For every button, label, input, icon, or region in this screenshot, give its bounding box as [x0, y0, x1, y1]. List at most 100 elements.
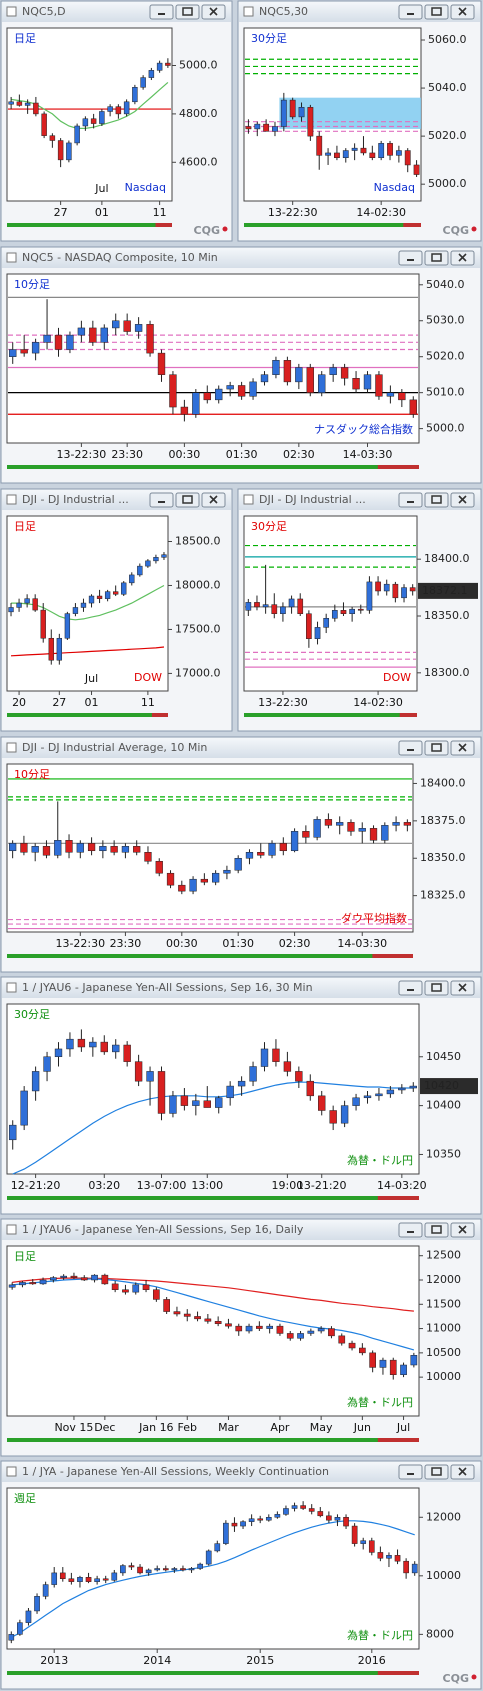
candle-body [96, 595, 103, 599]
candle-body [316, 135, 323, 156]
window-button[interactable] [398, 250, 423, 266]
candle-body [8, 101, 14, 105]
chart-window: 1 / JYAU6 - Japanese Yen-All Sessions, S… [0, 976, 482, 1215]
candle-body [90, 118, 97, 124]
session-strip-end [377, 465, 419, 469]
candle-body [266, 1325, 273, 1329]
candle-body [394, 1555, 401, 1562]
minimize-glyph [407, 749, 414, 751]
candle-body [173, 1311, 181, 1315]
candle-body [80, 1277, 88, 1281]
minimize-glyph [407, 1231, 414, 1233]
candle-body [65, 840, 73, 853]
candle-body [85, 1577, 92, 1582]
session-strip [7, 1671, 419, 1675]
candle-body [66, 334, 74, 350]
candle-body [234, 857, 242, 871]
window-button[interactable] [175, 492, 200, 508]
candle-body [48, 637, 54, 661]
window-button[interactable] [424, 492, 449, 508]
candle-body [153, 1289, 160, 1300]
candle-body [302, 831, 310, 838]
window-title: 1 / JYAU6 - Japanese Yen-All Sessions, S… [22, 981, 313, 994]
session-strip-end [372, 954, 413, 958]
candle-body [351, 147, 358, 151]
candle-body [25, 1610, 32, 1623]
candle-body [134, 324, 143, 332]
candle-body [72, 607, 79, 614]
window-button[interactable] [424, 250, 449, 266]
candle-body [42, 846, 51, 856]
window-button[interactable] [424, 1222, 449, 1238]
timeframe-label: 10分足 [14, 768, 50, 781]
window-button[interactable] [398, 1464, 423, 1480]
candle-body [183, 1313, 191, 1317]
window-button[interactable] [398, 4, 423, 20]
candle-body [383, 583, 390, 592]
timeframe-label: 日足 [14, 520, 36, 533]
candle-body [34, 1596, 40, 1612]
candle-body [111, 1572, 118, 1581]
timeframe-label: 30分足 [14, 1008, 50, 1021]
window-button[interactable] [398, 492, 423, 508]
candle-body [148, 70, 155, 78]
candle-body [359, 1347, 366, 1354]
window-button[interactable] [424, 4, 449, 20]
source-label: 為替・ドル円 [347, 1153, 413, 1167]
x-tick-label: Jun [353, 1421, 371, 1434]
candle-body [121, 846, 130, 853]
title-bar [2, 738, 480, 758]
cqg-logo: CQG [443, 1672, 469, 1685]
candle-body [180, 1095, 189, 1106]
window-button[interactable] [149, 492, 174, 508]
maximize-glyph [431, 1225, 442, 1234]
source-label: 為替・ドル円 [347, 1628, 413, 1642]
candle-body [43, 1056, 51, 1072]
window-button[interactable] [424, 740, 449, 756]
x-tick-label: 13-22:30 [55, 937, 105, 950]
candle-body [331, 610, 338, 619]
candle-body [162, 1568, 169, 1571]
candle-body [297, 598, 304, 614]
candle-body [318, 1095, 326, 1111]
candle-body [245, 1325, 253, 1332]
candle-body [64, 613, 71, 639]
session-strip [7, 1196, 419, 1200]
window-button[interactable] [398, 1222, 423, 1238]
candle-body [381, 825, 389, 841]
candle-body [300, 1505, 306, 1509]
y-tick-label: 8000 [426, 1627, 454, 1640]
candle-body [340, 367, 349, 379]
candle-body [205, 1550, 212, 1565]
window-button[interactable] [175, 4, 200, 20]
last-price: 18372.1 [422, 584, 468, 597]
candle-body [99, 846, 107, 852]
candle-body [351, 1525, 358, 1544]
timeframe-label: 日足 [14, 1250, 36, 1263]
window-button[interactable] [424, 1464, 449, 1480]
candle-body [410, 1355, 418, 1366]
window-button[interactable] [424, 980, 449, 996]
window-button[interactable] [398, 740, 423, 756]
window-icon [243, 494, 254, 505]
maximize-glyph [431, 7, 442, 16]
candle-body [20, 1090, 28, 1126]
candle-body [249, 381, 257, 397]
y-tick-label: 18350.0 [420, 851, 466, 864]
y-tick-label: 5000.0 [179, 59, 218, 72]
candle-body [260, 1048, 269, 1067]
candle-body [256, 1325, 263, 1329]
candle-body [411, 1563, 418, 1574]
chart-window: 1 / JYAU6 - Japanese Yen-All Sessions, S… [0, 1218, 482, 1457]
candle-body [192, 392, 200, 415]
candle-body [203, 392, 211, 401]
source-label: ナスダック総合指数 [314, 422, 413, 436]
window-button[interactable] [149, 4, 174, 20]
window-button[interactable] [398, 980, 423, 996]
y-tick-label: 5030.0 [426, 314, 465, 327]
candle-body [325, 152, 331, 156]
session-strip [244, 223, 421, 227]
y-tick-label: 18325.0 [420, 889, 466, 902]
candle-body [157, 1071, 166, 1114]
candle-body [74, 125, 80, 144]
